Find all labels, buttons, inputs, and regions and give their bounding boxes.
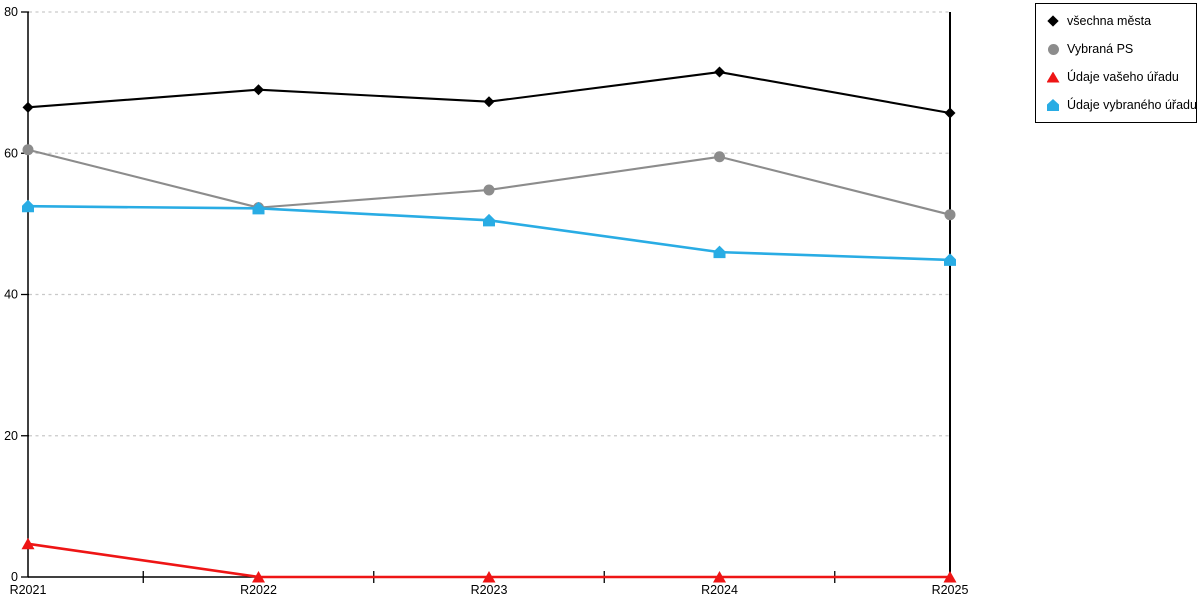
- data-point-3: [944, 253, 956, 266]
- pentagon-marker-icon: [1046, 98, 1060, 112]
- data-point-0: [253, 84, 264, 96]
- legend: všechna města Vybraná PS Údaje vašeho úř…: [1035, 3, 1197, 123]
- legend-item-vybrana-ps: Vybraná PS: [1036, 36, 1196, 62]
- data-point-1: [714, 151, 725, 163]
- data-point-1: [483, 184, 495, 196]
- legend-label: všechna města: [1067, 14, 1152, 28]
- data-point-3: [713, 245, 726, 259]
- data-point-2: [482, 571, 496, 583]
- y-tick-label: 20: [4, 429, 18, 443]
- data-point-0: [483, 96, 495, 108]
- data-point-0: [22, 101, 34, 113]
- diamond-marker-icon: [1046, 14, 1060, 28]
- legend-item-udaje-vybraneho-uradu: Údaje vybraného úřadu: [1036, 92, 1197, 118]
- data-point-1: [22, 144, 34, 156]
- triangle-marker-icon: [1046, 70, 1060, 84]
- x-tick-label: R2024: [701, 583, 738, 597]
- data-point-2: [21, 537, 35, 550]
- circle-marker-icon: [1046, 42, 1060, 56]
- x-tick-label: R2021: [10, 583, 47, 597]
- data-point-2: [713, 571, 726, 583]
- data-point-2: [252, 571, 265, 583]
- data-point-0: [944, 107, 956, 119]
- y-tick-label: 0: [11, 570, 18, 584]
- x-tick-label: R2023: [471, 583, 508, 597]
- legend-label: Údaje vybraného úřadu: [1067, 98, 1197, 112]
- x-tick-label: R2022: [240, 583, 277, 597]
- data-point-3: [483, 213, 495, 227]
- legend-label: Údaje vašeho úřadu: [1067, 70, 1179, 84]
- data-point-1: [944, 209, 956, 221]
- x-tick-label: R2025: [932, 583, 969, 597]
- series-line-1: [27, 148, 951, 216]
- legend-item-vsechna-mesta: všechna města: [1036, 8, 1196, 34]
- y-tick-label: 40: [4, 288, 18, 302]
- legend-label: Vybraná PS: [1067, 42, 1134, 56]
- data-point-3: [22, 199, 34, 213]
- y-tick-label: 60: [4, 146, 18, 160]
- y-tick-label: 80: [4, 5, 18, 19]
- legend-item-udaje-vaseho-uradu: Údaje vašeho úřadu: [1036, 64, 1196, 90]
- data-point-0: [714, 66, 725, 78]
- data-point-3: [252, 201, 265, 215]
- data-point-2: [943, 571, 957, 583]
